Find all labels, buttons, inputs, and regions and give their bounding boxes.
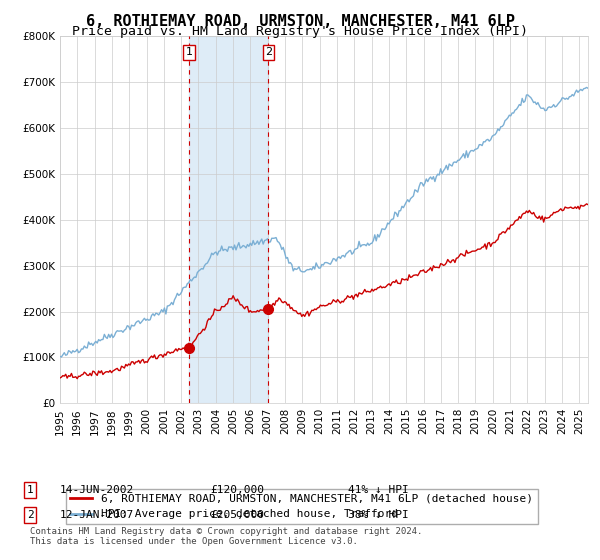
Text: 41% ↓ HPI: 41% ↓ HPI	[348, 485, 409, 495]
Text: Price paid vs. HM Land Registry's House Price Index (HPI): Price paid vs. HM Land Registry's House …	[72, 25, 528, 38]
Text: 1: 1	[185, 48, 193, 58]
Text: 6, ROTHIEMAY ROAD, URMSTON, MANCHESTER, M41 6LP: 6, ROTHIEMAY ROAD, URMSTON, MANCHESTER, …	[86, 14, 514, 29]
Legend: 6, ROTHIEMAY ROAD, URMSTON, MANCHESTER, M41 6LP (detached house), HPI: Average p: 6, ROTHIEMAY ROAD, URMSTON, MANCHESTER, …	[65, 489, 538, 524]
Text: 2: 2	[265, 48, 272, 58]
Text: Contains HM Land Registry data © Crown copyright and database right 2024.
This d: Contains HM Land Registry data © Crown c…	[30, 526, 422, 546]
Text: 2: 2	[26, 510, 34, 520]
Text: £205,000: £205,000	[210, 510, 264, 520]
Text: 1: 1	[26, 485, 34, 495]
Text: 38% ↓ HPI: 38% ↓ HPI	[348, 510, 409, 520]
Bar	[189, 36, 268, 403]
Text: £120,000: £120,000	[210, 485, 264, 495]
Text: 14-JUN-2002: 14-JUN-2002	[60, 485, 134, 495]
Text: 12-JAN-2007: 12-JAN-2007	[60, 510, 134, 520]
